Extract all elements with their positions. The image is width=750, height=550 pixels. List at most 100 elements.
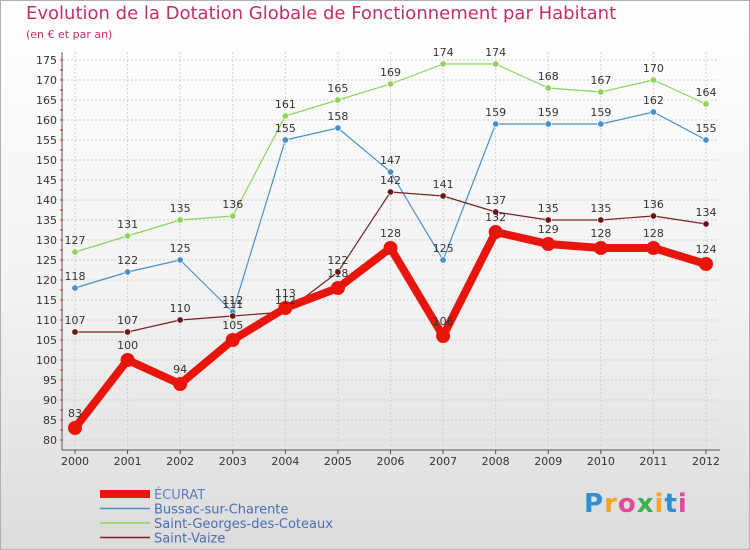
legend: ÉCURATBussac-sur-CharenteSaint-Georges-d… [100,487,333,547]
data-label: 159 [538,106,559,119]
data-point [699,257,713,271]
data-point [71,328,79,336]
logo-letter: P [584,489,605,519]
x-tick-label: 2010 [587,455,615,468]
data-label: 129 [538,223,559,236]
data-point [544,84,552,92]
data-label: 136 [222,198,243,211]
data-label: 158 [327,110,348,123]
data-label: 155 [696,122,717,135]
data-point [386,168,394,176]
data-point [330,281,345,295]
data-label: 125 [170,242,191,255]
data-point [439,256,447,264]
y-tick-label: 155 [36,134,57,147]
data-label: 106 [433,315,454,328]
data-label: 118 [65,270,86,283]
y-tick-label: 85 [43,414,57,427]
data-point [229,212,237,220]
data-point [176,316,184,324]
data-label: 167 [590,74,611,87]
data-point [176,216,184,224]
data-label: 135 [590,202,611,215]
data-label: 122 [117,254,138,267]
x-tick-label: 2006 [377,455,405,468]
data-point [702,220,710,228]
x-tick-labels: 2000 2001 2002 2003 2004 2005 2006 2007 2008 2009… [61,455,720,468]
x-tick-label: 2005 [324,455,352,468]
data-label: 107 [117,314,138,327]
data-point [124,268,132,276]
data-point [386,80,394,88]
data-point [124,232,132,240]
y-tick-label: 120 [36,274,57,287]
axes [60,52,720,454]
x-tick-label: 2009 [534,455,562,468]
y-tick-labels: 80 85 90 95 100 105 110 115 120 125 130 135 140 145 15… [36,54,57,447]
data-label: 112 [222,294,243,307]
data-point [541,237,556,251]
data-label: 174 [485,46,506,59]
data-label: 112 [275,294,296,307]
data-point [649,76,657,84]
x-tick-label: 2011 [639,455,667,468]
data-label: 105 [222,319,243,332]
data-point [68,421,82,435]
data-point [488,225,503,239]
data-point [492,120,500,128]
data-label: 137 [485,194,506,207]
data-label: 159 [590,106,611,119]
data-label: 128 [590,227,611,240]
y-tick-label: 170 [36,74,57,87]
logo-letter: i [677,489,688,519]
x-tick-label: 2000 [61,455,89,468]
logo-letter: t [664,489,678,519]
data-label: 142 [380,174,401,187]
data-point [176,256,184,264]
data-label: 118 [327,267,348,280]
data-point [334,124,342,132]
logo-letter: r [604,489,618,519]
data-point [436,329,451,343]
data-label: 174 [433,46,454,59]
data-label: 135 [170,202,191,215]
data-point [334,96,342,104]
data-label: 128 [380,227,401,240]
y-tick-label: 115 [36,294,57,307]
x-tick-label: 2004 [271,455,299,468]
data-label: 122 [327,254,348,267]
y-tick-label: 160 [36,114,57,127]
data-point [386,188,394,196]
data-label: 169 [380,66,401,79]
data-point [597,120,605,128]
data-label: 164 [696,86,717,99]
data-point [439,60,447,68]
data-point [334,268,342,276]
logo-letter: o [617,489,637,519]
data-point [649,212,657,220]
data-point [492,60,500,68]
data-point [439,192,447,200]
data-point [278,301,293,315]
x-tick-label: 2001 [114,455,142,468]
data-label: 94 [173,363,187,376]
data-label: 147 [380,154,401,167]
data-point [593,241,608,255]
data-label: 136 [643,198,664,211]
legend-label: Saint-Vaize [154,532,225,547]
proxiti-logo: Proxiti [584,489,688,519]
chart-title: Evolution de la Dotation Globale de Fonc… [26,3,617,24]
data-point [124,328,132,336]
y-tick-label: 95 [43,374,57,387]
data-point [229,312,237,320]
data-point [597,88,605,96]
data-label: 132 [485,211,506,224]
data-label: 131 [117,218,138,231]
data-label: 83 [68,407,82,420]
data-label: 128 [643,227,664,240]
data-point [702,100,710,108]
x-tick-label: 2007 [429,455,457,468]
